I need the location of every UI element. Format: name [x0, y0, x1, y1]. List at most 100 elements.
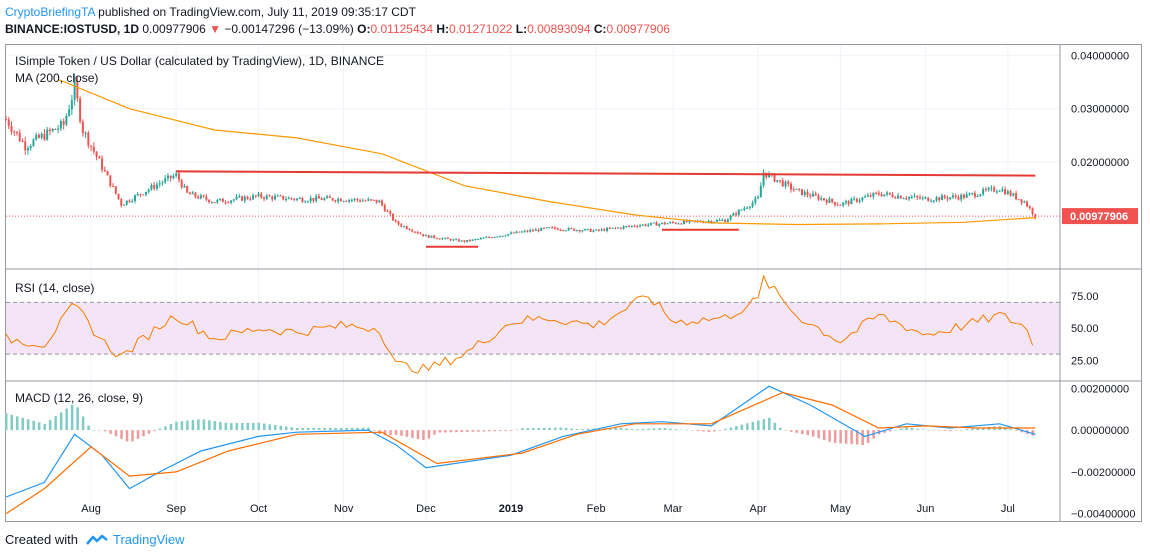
candle-body — [46, 129, 49, 140]
footer: Created with TradingView — [5, 532, 185, 547]
candle-body — [199, 195, 202, 199]
candle-body — [584, 229, 587, 231]
candle-body — [853, 198, 856, 200]
candle-body — [597, 229, 600, 231]
x-tick-label: Jul — [1001, 503, 1015, 515]
macd-histogram-bar — [350, 427, 354, 431]
candle-body — [1001, 189, 1004, 191]
candle-body — [32, 139, 35, 146]
candle-body — [26, 148, 29, 151]
macd-histogram-bar — [367, 427, 370, 431]
macd-histogram-bar — [553, 427, 557, 431]
x-tick-label: Dec — [416, 503, 436, 515]
candle-body — [908, 197, 911, 199]
candle-body — [962, 194, 965, 198]
candle-body — [581, 230, 584, 232]
candle-body — [600, 229, 603, 231]
macd-histogram-bar — [345, 427, 348, 431]
macd-histogram-bar — [647, 428, 650, 431]
candle-body — [562, 229, 565, 231]
candle-body — [243, 196, 246, 201]
candle-body — [611, 227, 614, 229]
candle-body — [419, 233, 422, 235]
candle-body — [334, 200, 337, 202]
candle-body — [315, 196, 318, 201]
candle-body — [279, 195, 282, 197]
macd-histogram-bar — [449, 430, 453, 433]
macd-histogram-bar — [1020, 430, 1024, 433]
candle-body — [891, 194, 894, 198]
macd-histogram-bar — [971, 428, 974, 431]
candle-body — [606, 227, 609, 231]
candle-body — [671, 222, 674, 224]
candle-body — [1004, 189, 1007, 195]
candle-body — [811, 193, 814, 197]
candle-body — [73, 80, 76, 100]
macd-histogram-bar — [751, 421, 755, 431]
macd-histogram-bar — [136, 430, 140, 439]
candle-body — [79, 98, 82, 122]
candle-body — [477, 238, 480, 240]
candle-body — [973, 193, 976, 197]
candle-body — [732, 213, 735, 216]
tradingview-brand[interactable]: TradingView — [113, 532, 185, 547]
macd-histogram-bar — [943, 430, 947, 431]
candle-body — [208, 199, 211, 203]
candle-body — [652, 222, 655, 224]
candle-body — [205, 196, 208, 200]
macd-histogram-bar — [1009, 429, 1013, 431]
candle-body — [949, 197, 952, 200]
candle-body — [290, 197, 293, 199]
candle-body — [268, 195, 271, 197]
macd-histogram-bar — [570, 428, 573, 431]
macd-histogram-bar — [125, 430, 129, 442]
macd-histogram-bar — [899, 428, 903, 431]
macd-histogram-bar — [636, 429, 639, 431]
candle-body — [438, 238, 441, 240]
candle-body — [98, 156, 101, 159]
candle-body — [397, 221, 400, 225]
candle-body — [444, 237, 447, 239]
macd-histogram-bar — [5, 413, 8, 431]
author-link[interactable]: CryptoBriefingTA — [5, 5, 95, 19]
macd-histogram-bar — [317, 427, 321, 431]
candle-body — [350, 199, 353, 201]
candle-body — [449, 238, 452, 241]
candle-body — [740, 209, 743, 211]
candle-body — [370, 199, 373, 201]
macd-histogram-bar — [219, 421, 222, 431]
last-price: 0.00977906 — [142, 22, 206, 36]
candle-body — [150, 184, 153, 190]
candle-body — [359, 200, 362, 202]
candle-body — [164, 178, 167, 183]
candle-body — [726, 219, 729, 223]
candle-body — [342, 200, 345, 202]
candle-body — [427, 235, 430, 238]
macd-histogram-bar — [757, 420, 760, 431]
candle-body — [779, 180, 782, 182]
candle-body — [474, 239, 477, 241]
candle-body — [161, 182, 164, 184]
candle-body — [90, 145, 93, 147]
macd-histogram-bar — [691, 430, 694, 431]
candle-body — [688, 220, 691, 223]
macd-histogram-bar — [581, 428, 584, 431]
high-label: H: — [436, 22, 450, 36]
candle-body — [523, 230, 526, 232]
candle-body — [757, 197, 760, 199]
candle-body — [273, 196, 276, 200]
candle-body — [1015, 193, 1018, 200]
candle-body — [1026, 201, 1029, 207]
candle-body — [897, 195, 900, 199]
candle-body — [452, 239, 455, 241]
x-tick-label: Sep — [166, 503, 186, 515]
candle-body — [227, 202, 230, 204]
macd-histogram-bar — [339, 427, 343, 431]
candle-body — [971, 193, 974, 195]
candle-body — [754, 198, 757, 203]
candle-body — [542, 227, 545, 229]
macd-histogram-bar — [855, 430, 859, 445]
candle-body — [213, 202, 216, 204]
candle-body — [946, 197, 949, 200]
